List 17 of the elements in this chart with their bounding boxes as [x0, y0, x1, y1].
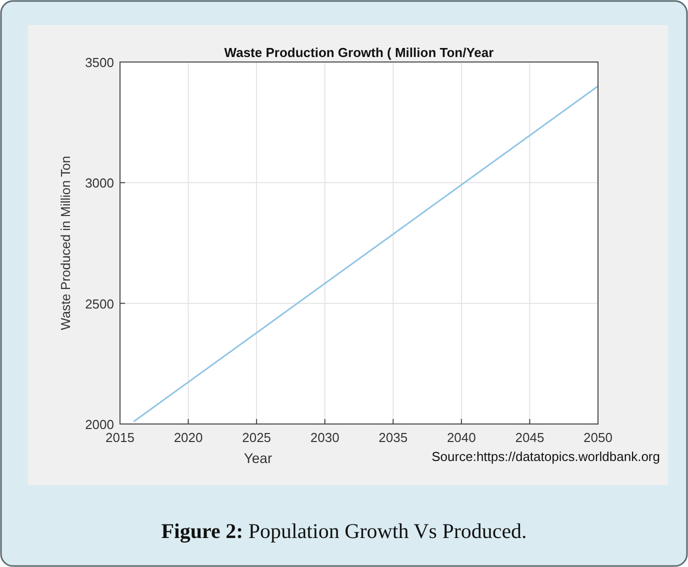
y-tick-label: 2000 [85, 417, 114, 432]
y-tick-label: 2500 [85, 296, 114, 312]
x-tick-label: 2015 [106, 430, 134, 445]
x-axis-title: Year [244, 450, 272, 466]
x-tick-label: 2030 [310, 430, 340, 445]
x-tick-label: 2035 [378, 430, 408, 445]
y-axis-title: Waste Produced in Million Ton [58, 156, 73, 330]
chart-title: Waste Production Growth ( Million Ton/Year [224, 45, 494, 60]
caption: Figure 2: Population Growth Vs Produced. [161, 519, 527, 543]
y-tick-label: 3500 [85, 55, 114, 70]
x-tick-label: 2025 [242, 430, 272, 445]
x-tick-label: 2045 [515, 430, 544, 445]
x-tick-label: 2050 [584, 430, 612, 445]
x-tick-label: 2020 [174, 430, 203, 445]
source-note: Source:https://datatopics.worldbank.org [432, 449, 660, 464]
x-tick-label: 2040 [446, 430, 476, 445]
y-tick-label: 3000 [85, 176, 114, 191]
